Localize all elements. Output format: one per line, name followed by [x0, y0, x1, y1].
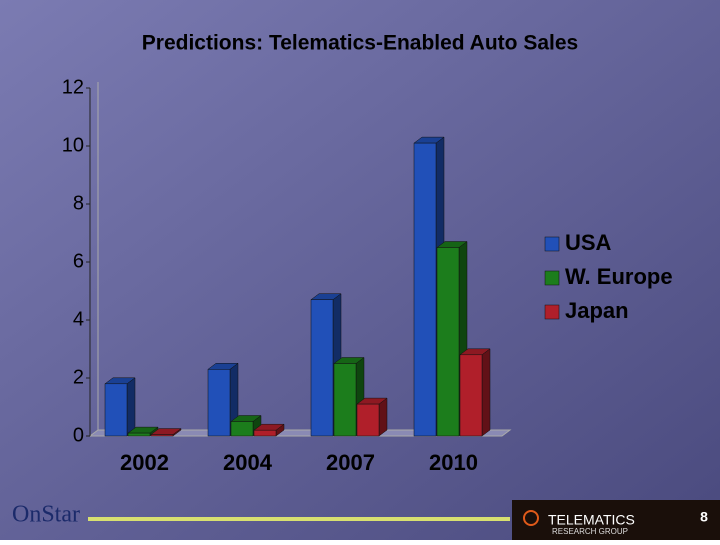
- legend-swatch: [544, 270, 560, 286]
- bar: [127, 432, 151, 437]
- y-tick-label: 2: [73, 366, 84, 388]
- brand-box: [512, 500, 720, 540]
- y-tick-label: 0: [73, 424, 84, 446]
- page-number: 8: [700, 509, 708, 525]
- bar: [413, 142, 437, 437]
- bar-side: [126, 377, 136, 437]
- x-tick-label: 2010: [429, 450, 478, 475]
- x-tick-label: 2007: [326, 450, 375, 475]
- x-tick-label: 2002: [120, 450, 169, 475]
- legend-label: USA: [565, 230, 612, 255]
- legend-label: Japan: [565, 298, 629, 323]
- logo: OnStar: [12, 502, 80, 528]
- bar: [104, 383, 128, 437]
- legend-swatch: [544, 236, 560, 252]
- bar: [150, 434, 174, 437]
- footer: OnStar TELEMATICS RESEARCH GROUP 8: [12, 500, 720, 540]
- bar: [459, 354, 483, 437]
- bar-side: [481, 348, 491, 437]
- y-tick-label: 4: [73, 308, 84, 330]
- legend-label: W. Europe: [565, 264, 673, 289]
- bar: [333, 363, 357, 437]
- bar: [253, 429, 277, 437]
- bar: [436, 247, 460, 437]
- y-tick-label: 6: [73, 250, 84, 272]
- x-tick-label: 2004: [223, 450, 273, 475]
- bar: [230, 421, 254, 437]
- brand-icon: [523, 510, 539, 526]
- bar: [356, 403, 380, 437]
- y-tick-label: 10: [62, 134, 84, 156]
- chart-title: Predictions: Telematics-Enabled Auto Sal…: [142, 32, 578, 55]
- brand: TELEMATICS: [548, 512, 635, 528]
- bar-side: [378, 397, 388, 437]
- bar: [207, 369, 231, 437]
- y-tick-label: 8: [73, 192, 84, 214]
- legend-swatch: [544, 304, 560, 320]
- bar: [310, 299, 334, 437]
- brand-sub: RESEARCH GROUP: [552, 527, 628, 536]
- footer-rule: [88, 517, 510, 521]
- y-tick-label: 12: [62, 76, 84, 98]
